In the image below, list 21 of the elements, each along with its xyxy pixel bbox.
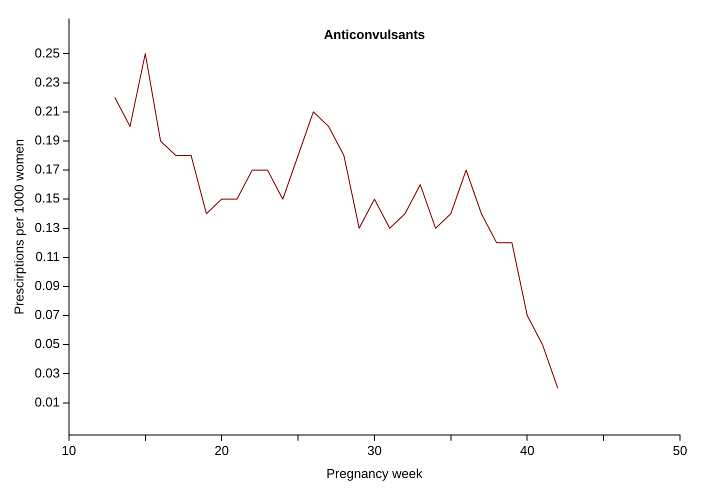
y-tick-label: 0.01 [34, 394, 60, 410]
y-tick-label: 0.09 [34, 278, 60, 294]
y-tick-label: 0.25 [34, 45, 60, 60]
x-tick-label: 10 [62, 443, 76, 458]
y-tick-label: 0.07 [34, 307, 60, 322]
y-tick-label: 0.13 [34, 220, 60, 235]
x-tick-label: 20 [214, 443, 229, 458]
y-tick-label: 0.11 [36, 248, 60, 264]
y-tick-label: 0.23 [34, 74, 60, 90]
y-tick-label: 0.03 [34, 365, 60, 380]
x-axis-title: Pregnancy week [326, 466, 423, 481]
y-tick-label: 0.15 [34, 190, 60, 206]
y-axis-title: Prescirptions per 1000 women [11, 139, 26, 315]
text: Anticonvulsants [324, 26, 426, 42]
y-tick-label: 0.19 [34, 132, 60, 148]
y-tick-label: 0.21 [34, 103, 60, 118]
y-tick-label: 0.05 [34, 336, 60, 352]
x-tick-label: 40 [520, 443, 534, 458]
x-tick-label: 50 [672, 443, 688, 458]
x-tick-label: 30 [367, 443, 382, 458]
y-tick-label: 0.17 [34, 162, 60, 177]
